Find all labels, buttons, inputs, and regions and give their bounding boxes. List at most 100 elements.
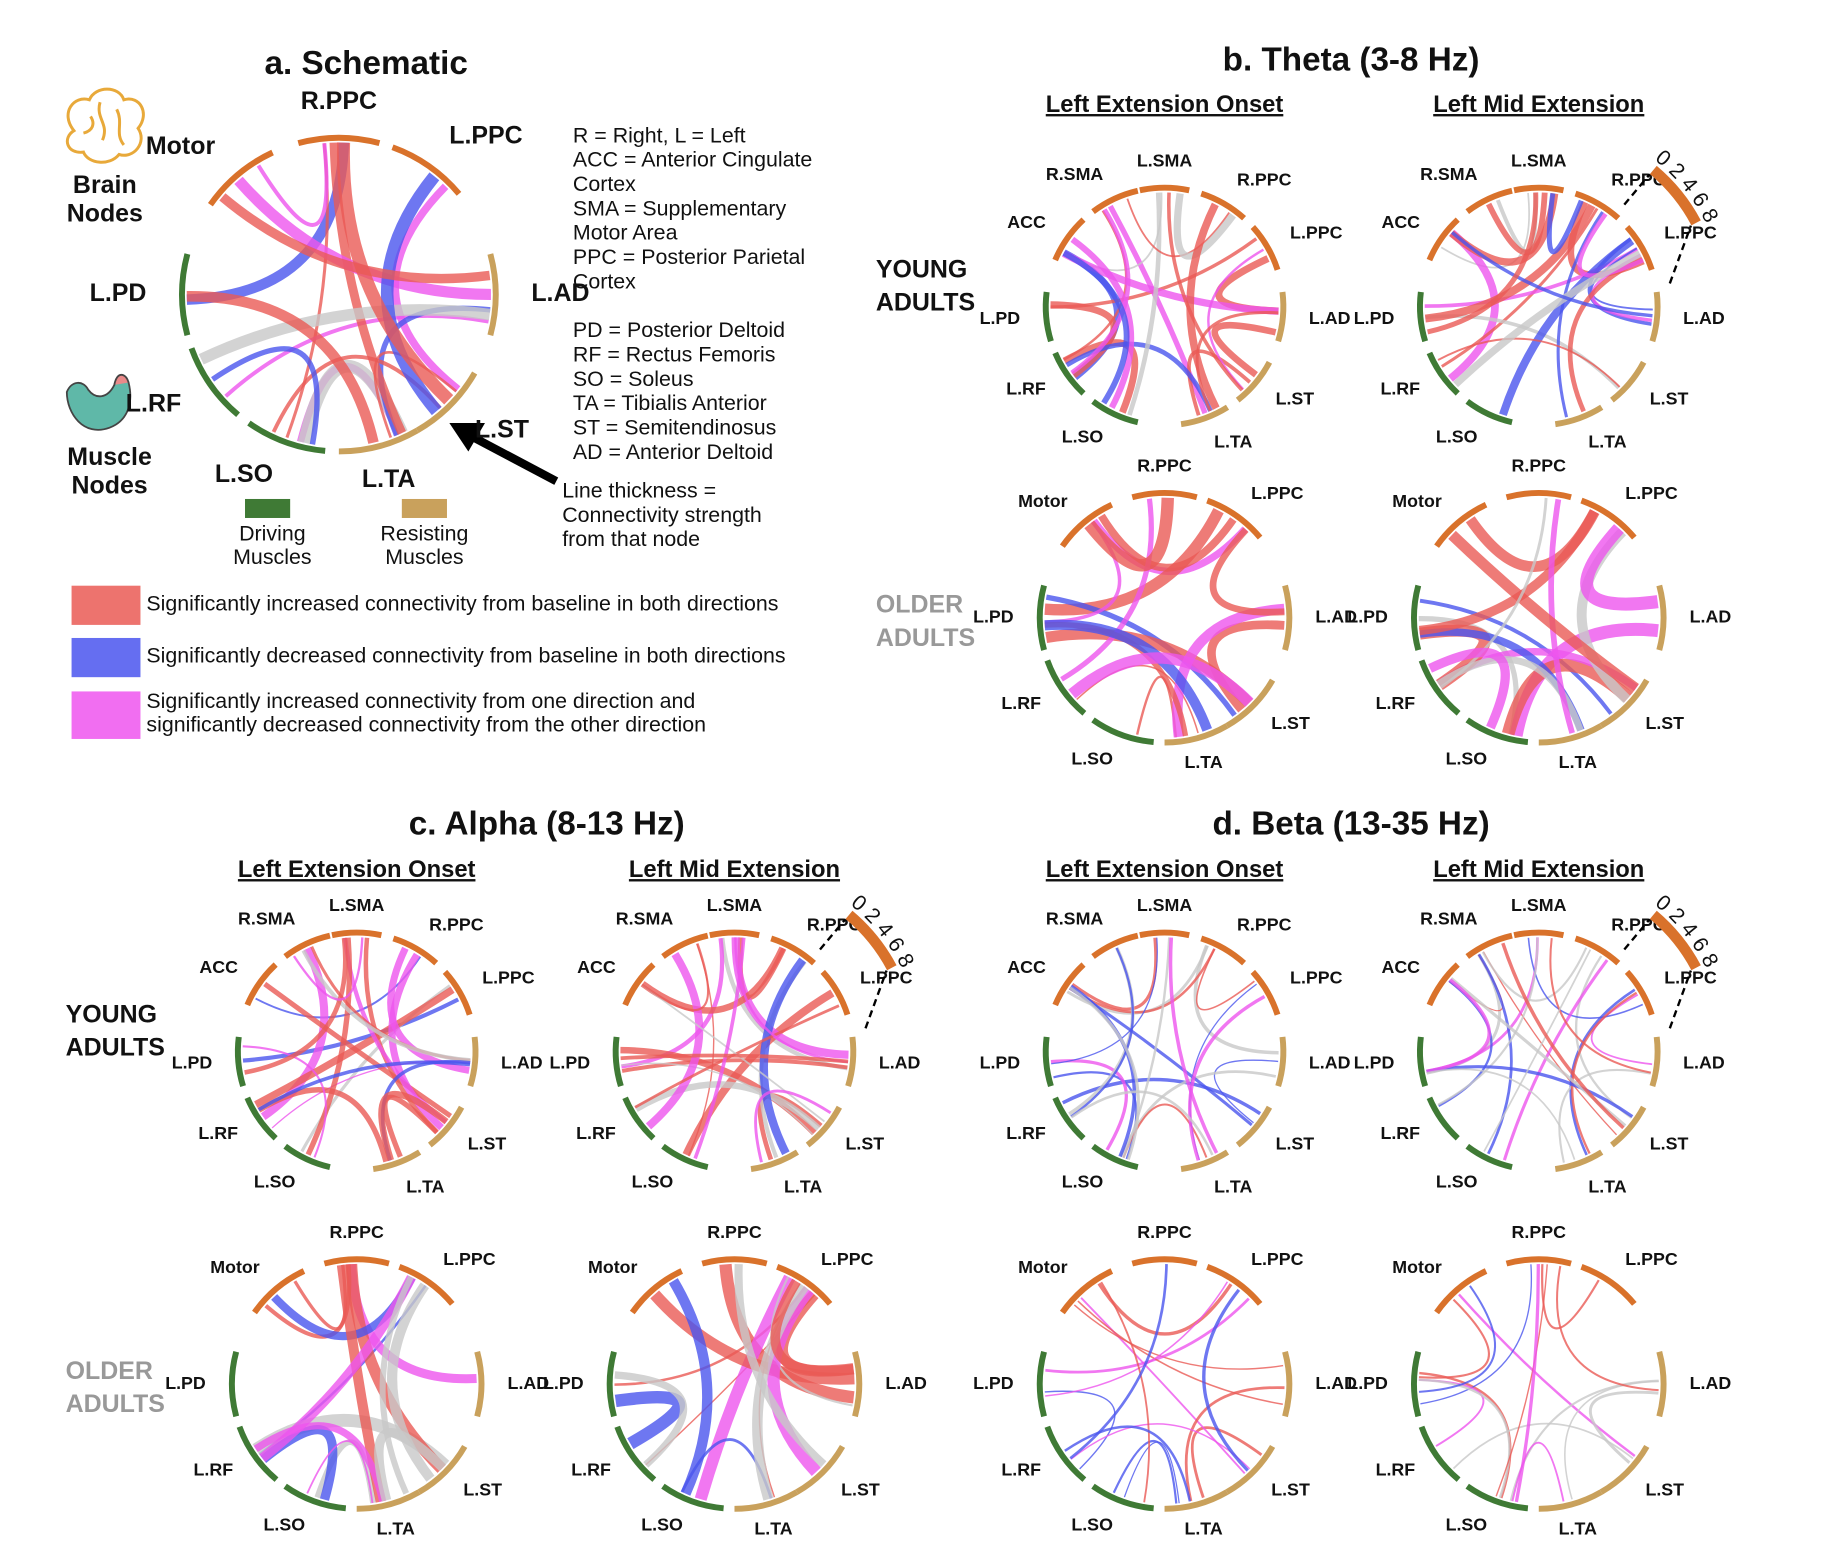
node-label: L.ST [1645,1479,1684,1499]
chord [329,142,406,435]
node-arc [622,962,656,1007]
node-label: ACC [199,957,238,977]
node-arc [1580,497,1637,540]
legend-label: Significantly decreased connectivity fro… [146,644,785,668]
column-header: Left Extension Onset [1046,856,1284,883]
node-label: L.TA [1214,431,1252,451]
chord [1168,937,1219,1154]
node-label: L.AD [1309,1053,1351,1073]
muscle-nodes-label: Muscle [67,443,152,471]
node-arc [1059,502,1114,548]
legend-swatch [71,585,141,625]
node-label: L.AD [1315,606,1357,626]
abbreviation: ST = Semitendinosus [573,416,776,440]
chord [1186,202,1220,410]
node-label: L.SO [1446,1515,1488,1535]
chord [1045,594,1237,717]
node-label: L.RF [1006,378,1046,398]
node-label: L.PD [90,279,147,307]
chord [244,937,348,1075]
chord [1051,937,1158,1065]
node-arc [1139,184,1190,194]
chord [754,1089,832,1163]
row-label: ADULTS [66,1390,165,1418]
chord [1069,1264,1168,1460]
node-label: L.TA [406,1176,444,1196]
node-label: R.PPC [1137,1222,1192,1242]
abbreviation: R = Right, L = Left [573,123,746,147]
chord [1077,1300,1283,1406]
node-label: Motor [1018,491,1068,511]
chord [620,1046,817,1136]
chord [1100,1281,1151,1503]
node-label: L.AD [885,1373,927,1393]
node-arc [1250,225,1281,271]
node-label: Motor [1018,1257,1068,1277]
node-label: L.SMA [329,895,385,915]
node-label: L.PD [543,1373,584,1393]
chord [263,981,453,1119]
chord [381,172,442,416]
line-note: from that node [562,527,700,551]
chord [1070,236,1134,410]
node-label: L.PPC [1290,968,1343,988]
node-label: L.PPC [443,1249,496,1269]
chord [1050,301,1118,379]
node-label: L.TA [362,465,416,493]
node-label: L.RF [1380,1123,1420,1143]
node-arc [1091,1143,1139,1171]
node-arc [417,1444,468,1495]
node-label: L.RF [1376,693,1416,713]
brain-icon [65,87,145,164]
arrow [471,433,559,485]
chord [1577,212,1644,278]
chord [1437,337,1621,388]
node-label: L.PD [1354,1053,1395,1073]
scale-guide [1623,918,1651,951]
node-arc [1042,1036,1054,1088]
node-label: L.PD [973,1373,1014,1393]
chord [242,997,460,1063]
node-label: L.AD [879,1053,921,1073]
chord [620,1053,849,1064]
node-label: L.RF [1380,378,1420,398]
chord [634,1081,821,1131]
chord [641,943,710,1012]
node-arc [1417,1036,1429,1088]
node-label: L.ST [1271,1479,1310,1499]
chord [1112,1439,1178,1504]
node-arc [1465,398,1513,426]
legend-label: significantly decreased connectivity fro… [146,713,706,737]
node-arc [734,1489,799,1512]
node-label: L.AD [1690,1373,1732,1393]
node-arc [750,1149,800,1172]
node-arc [1610,1105,1647,1148]
node-label: L.SO [1062,1171,1104,1191]
node-label: R.SMA [1046,164,1104,184]
node-arc [701,1256,768,1267]
node-arc [1206,1264,1263,1306]
chord [253,1422,387,1502]
node-arc [1417,291,1429,343]
node-label: L.PPC [1664,968,1717,988]
row-label: ADULTS [876,624,975,652]
abbreviation: PD = Posterior Deltoid [573,318,785,342]
chord [1045,1281,1229,1397]
chord [1044,1390,1116,1470]
chord [1427,192,1539,335]
chord [1588,1390,1659,1464]
legend-label: Significantly increased connectivity fro… [146,689,695,713]
chord [1420,1264,1533,1405]
node-arc [1282,584,1293,651]
abbreviation: Cortex [573,269,636,293]
node-arc [1091,187,1139,215]
chord [1073,1304,1284,1370]
node-label: L.RF [198,1123,238,1143]
node-arc [1465,932,1513,959]
node-label: L.AD [1683,1053,1725,1073]
node-label: Motor [1392,491,1442,511]
chord [1511,1441,1565,1502]
node-arc [1656,584,1667,651]
node-arc [795,1444,846,1495]
